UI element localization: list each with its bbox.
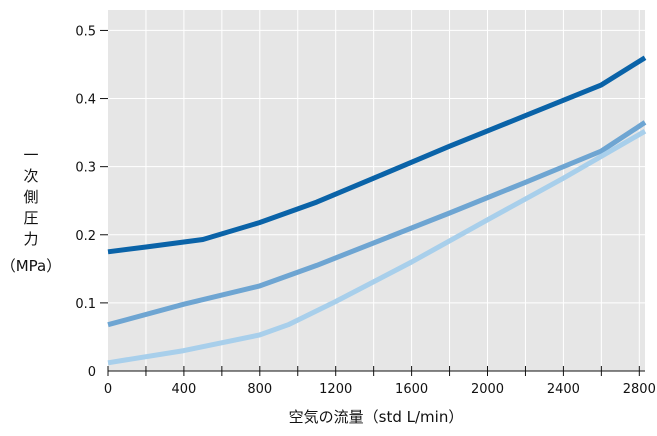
y-tick-label: 0 [88, 365, 96, 380]
y-tick-label: 0.5 [75, 24, 96, 39]
axes [100, 29, 645, 376]
x-tick-label: 2800 [623, 382, 656, 397]
y-tick-label: 0.3 [75, 161, 96, 176]
y-axis-title-char: 次 [23, 167, 38, 185]
y-tick-label: 0.1 [75, 297, 96, 312]
series-line [107, 120, 647, 328]
y-tick-label: 0.4 [75, 93, 96, 108]
x-tick-label: 1200 [319, 382, 352, 397]
y-axis-title-char: 一 [23, 146, 38, 164]
series-line [107, 55, 647, 255]
y-tick-label: 0.2 [75, 229, 96, 244]
x-tick-label: 0 [104, 382, 112, 397]
series-lines [107, 55, 647, 366]
plot-area [108, 10, 645, 371]
tick-labels: 0 400 800 1200 1600 2000 2400 2800 0 0.1 0.2 0.3 0.4… [75, 24, 656, 397]
y-axis-title-char: 圧 [23, 209, 38, 227]
x-tick-label: 1600 [395, 382, 428, 397]
y-axis-title-char: 力 [23, 230, 38, 248]
x-tick-label: 2000 [471, 382, 504, 397]
series-line [107, 129, 647, 366]
x-tick-label: 400 [171, 382, 196, 397]
x-tick-label: 800 [247, 382, 272, 397]
y-axis-title-char: 側 [23, 188, 38, 206]
y-axis-title: 一 次 側 圧 力 （MPa） [1, 146, 62, 275]
grid-lines [108, 10, 645, 371]
x-tick-label: 2400 [547, 382, 580, 397]
y-axis-unit: （MPa） [1, 257, 62, 275]
x-axis-title: 空気の流量（std L/min） [289, 408, 464, 426]
